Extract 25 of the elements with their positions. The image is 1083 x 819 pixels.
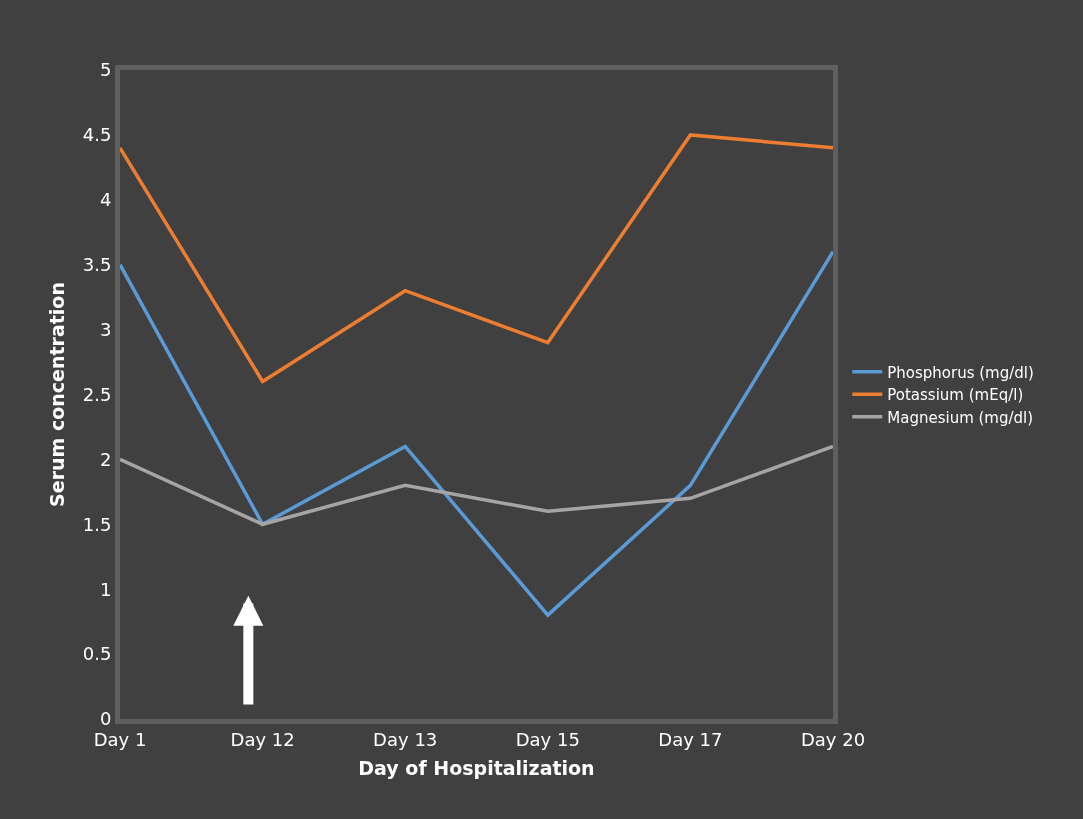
y-tick-label: 3	[99, 318, 112, 340]
x-tick-label: Day 13	[373, 728, 438, 750]
x-axis-title: Day of Hospitalization	[358, 757, 595, 780]
y-tick-label: 1.5	[82, 513, 112, 535]
y-tick-label: 0	[99, 708, 112, 730]
line-series	[120, 444, 833, 527]
y-tick-label: 0.5	[82, 643, 112, 665]
y-axis-title: Serum concentration	[45, 282, 68, 507]
legend-label: Phosphorus (mg/dl)	[887, 363, 1034, 382]
line-series	[120, 249, 833, 617]
y-tick-label: 3.5	[82, 254, 112, 275]
x-tick-label: Day 15	[515, 728, 580, 750]
y-tick-label: 4	[99, 189, 112, 211]
legend-label: Magnesium (mg/dl)	[887, 408, 1034, 427]
x-tick-label: Day 17	[658, 728, 723, 750]
x-tick-label: Day 20	[800, 728, 866, 750]
y-tick-label: 5	[99, 59, 112, 81]
legend-label: Potassium (mEq/l)	[887, 386, 1024, 405]
x-tick-label: Day 12	[230, 728, 295, 750]
line-series	[120, 133, 833, 384]
y-tick-label: 1	[99, 578, 112, 600]
y-tick-label: 4.5	[82, 124, 112, 146]
x-tick-label: Day 1	[93, 728, 147, 750]
y-tick-label: 2	[99, 448, 112, 470]
y-tick-label: 2.5	[82, 383, 112, 405]
